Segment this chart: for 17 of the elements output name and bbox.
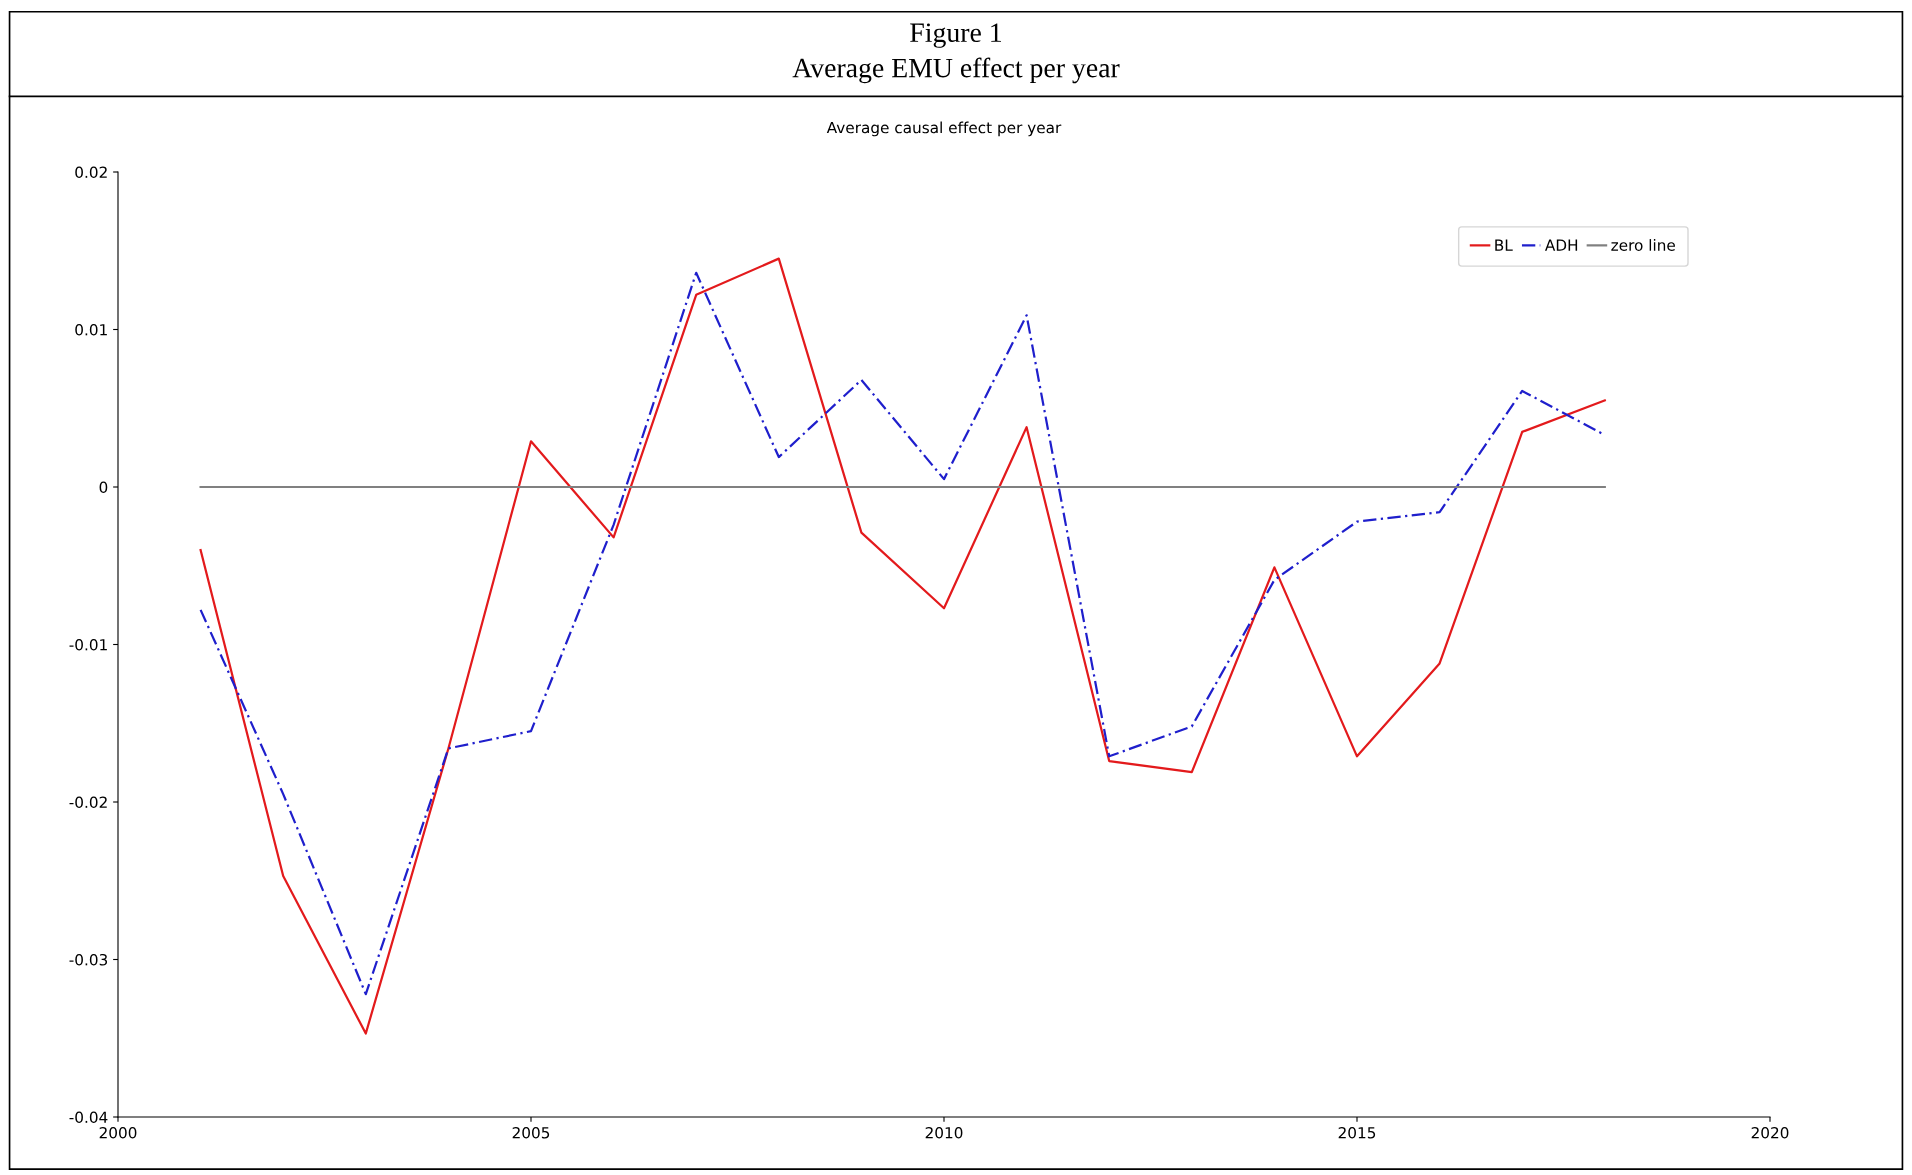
chart-title: Figure 1 Average EMU effect per year — [792, 23, 1120, 84]
y-tick-label: -0.03 — [69, 953, 108, 966]
x-tick-label: 2005 — [512, 1126, 550, 1139]
y-tick-label: -0.01 — [69, 638, 107, 651]
x-tick-label: 2010 — [925, 1126, 963, 1139]
legend-label: zero line — [1611, 239, 1675, 251]
y-tick-label: -0.02 — [69, 796, 107, 809]
x-tick-label: 2015 — [1338, 1126, 1376, 1139]
y-tick-label: -0.04 — [69, 1111, 108, 1124]
y-tick-label: 0.02 — [75, 166, 107, 179]
y-tick-label: 0.01 — [75, 323, 107, 336]
y-tick-label: 0 — [99, 481, 108, 494]
chart-subtitle: Average causal effect per year — [826, 121, 1062, 137]
x-tick-label: 2000 — [99, 1126, 137, 1139]
legend-label: ADH — [1545, 239, 1578, 251]
x-tick-label: 2020 — [1751, 1126, 1789, 1139]
legend-label: BL — [1495, 239, 1513, 251]
